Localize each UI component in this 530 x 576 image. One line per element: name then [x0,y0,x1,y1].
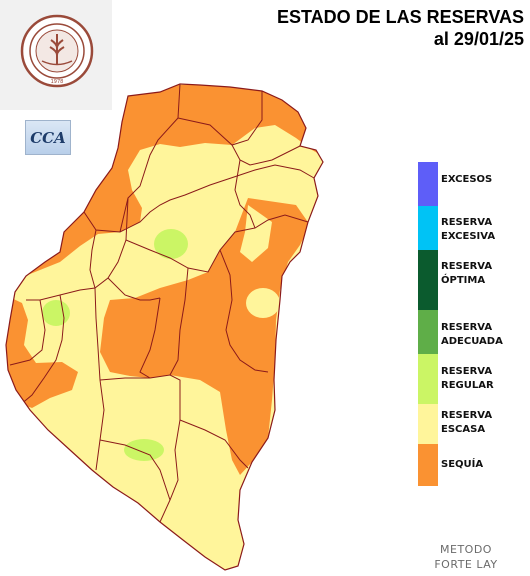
legend-label: RESERVA ESCASA [441,410,493,435]
legend-swatch [418,404,438,444]
map-title: ESTADO DE LAS RESERVAS al 29/01/25 [277,6,524,50]
legend-item-reserva-adecuada: RESERVA ADECUADA [418,310,522,354]
logo-panel: 1978 [0,0,112,110]
legend-item-sequia: SEQUÍA [418,444,522,486]
bolsa-cereales-seal-icon: 1978 [20,14,94,88]
zone-sequia-west [6,295,78,408]
legend-label: EXCESOS [441,174,493,185]
province-map [5,83,324,571]
legend-swatch [418,310,438,354]
zone-sequia-east [100,198,310,475]
cca-logo: CCA [25,120,71,155]
title-line-2: al 29/01/25 [433,29,524,49]
legend-label: RESERVA REGULAR [441,366,494,391]
cca-logo-text: CCA [30,129,66,147]
legend-item-excesos: EXCESOS [418,162,522,206]
legend-swatch [418,354,438,404]
legend-label: RESERVA EXCESIVA [441,217,496,242]
legend-swatch [418,444,438,486]
legend-swatch [418,250,438,310]
legend-item-reserva-optima: RESERVA ÓPTIMA [418,250,522,310]
zone-regular-spot [154,229,188,259]
zone-regular-spot [42,300,70,326]
zone-escasa-east-pocket [240,205,272,262]
method-line-2: FORTE LAY [434,558,498,571]
legend-item-reserva-regular: RESERVA REGULAR [418,354,522,404]
zone-regular-spot [124,439,164,461]
method-line-1: METODO [440,543,492,556]
legend-label: RESERVA ÓPTIMA [441,261,493,286]
legend-item-reserva-excesiva: RESERVA EXCESIVA [418,206,522,250]
legend-item-reserva-escasa: RESERVA ESCASA [418,404,522,444]
legend-label: SEQUÍA [441,459,484,470]
title-line-1: ESTADO DE LAS RESERVAS [276,7,524,27]
legend-label: RESERVA ADECUADA [441,322,503,347]
zone-escasa-pocket [246,288,280,318]
department-borders [9,84,315,523]
seal-year: 1978 [51,79,64,85]
legend-swatch [418,162,438,206]
legend-swatch [418,206,438,250]
method-note: METODO FORTE LAY [420,542,512,572]
